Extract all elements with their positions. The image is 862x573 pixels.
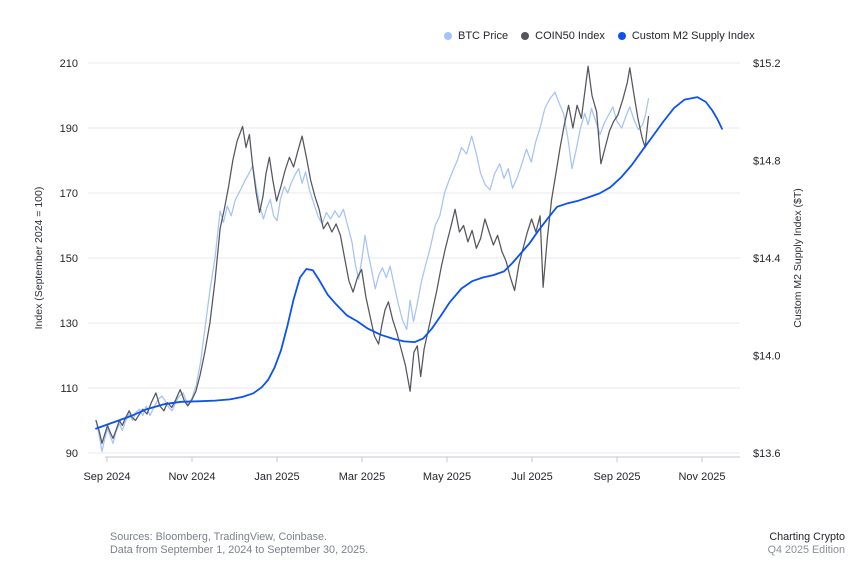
x-axis-tick-label: Sep 2025 [593,471,640,483]
right-axis-tick-label: $13.6 [753,448,781,460]
x-axis-tick-label: Jan 2025 [254,471,299,483]
sources-note: Sources: Bloomberg, TradingView, Coinbas… [110,531,368,556]
right-axis-tick-label: $14.0 [753,351,781,363]
x-axis-tick-label: Mar 2025 [339,471,385,483]
left-axis-tick-label: 110 [60,383,78,395]
right-axis-tick-label: $14.8 [753,156,781,168]
series-line-coin50-index [95,65,650,444]
left-axis-title: Index (September 2024 = 100) [33,187,45,330]
legend-label: COIN50 Index [535,30,605,42]
legend-dot-btc-price [444,32,452,40]
x-axis-tick-label: Sep 2024 [83,471,130,483]
legend-item-coin50-index[interactable]: COIN50 Index [521,30,605,42]
legend-dot-coin50-index [521,32,530,40]
right-axis-tick-label: $15.2 [753,58,781,70]
right-axis-title: Custom M2 Supply Index ($T) [792,188,804,327]
left-axis-tick-label: 170 [60,188,78,200]
legend-label: Custom M2 Supply Index [631,30,755,42]
left-axis-tick-label: 150 [60,253,78,265]
left-axis-tick-label: 210 [60,58,78,70]
legend-item-custom-m2-supply-index[interactable]: Custom M2 Supply Index [617,30,755,42]
x-axis-tick-label: Jul 2025 [511,471,553,483]
series-line-custom-m2-supply-index [95,96,723,430]
edition-subtitle: Q4 2025 Edition [767,543,845,556]
series-line-btc-price [95,91,650,453]
legend-item-btc-price[interactable]: BTC Price [444,30,508,42]
chart-legend: BTC Price COIN50 Index Custom M2 Supply In… [444,30,755,42]
left-axis-tick-label: 130 [60,318,78,330]
edition-note: Charting Crypto Q4 2025 Edition [768,531,845,556]
legend-dot-custom-m2-supply-index [617,32,626,40]
sources-line-2: Data from September 1, 2024 to September… [110,543,369,556]
legend-label: BTC Price [458,30,509,42]
edition-title: Charting Crypto [769,531,845,543]
sources-line-1: Sources: Bloomberg, TradingView, Coinbas… [110,531,328,543]
x-axis-tick-label: Nov 2024 [168,471,215,483]
left-axis-tick-label: 190 [60,123,78,135]
left-axis-tick-label: 90 [66,448,78,460]
x-axis-tick-label: Nov 2025 [678,471,725,483]
right-axis-tick-label: $14.4 [753,253,781,265]
x-axis-tick-label: May 2025 [423,471,471,483]
price-vs-m2-chart: 90 110 130 150 170 190 210 $13.6 $14.0 $14.4 $14.8… [33,58,804,483]
